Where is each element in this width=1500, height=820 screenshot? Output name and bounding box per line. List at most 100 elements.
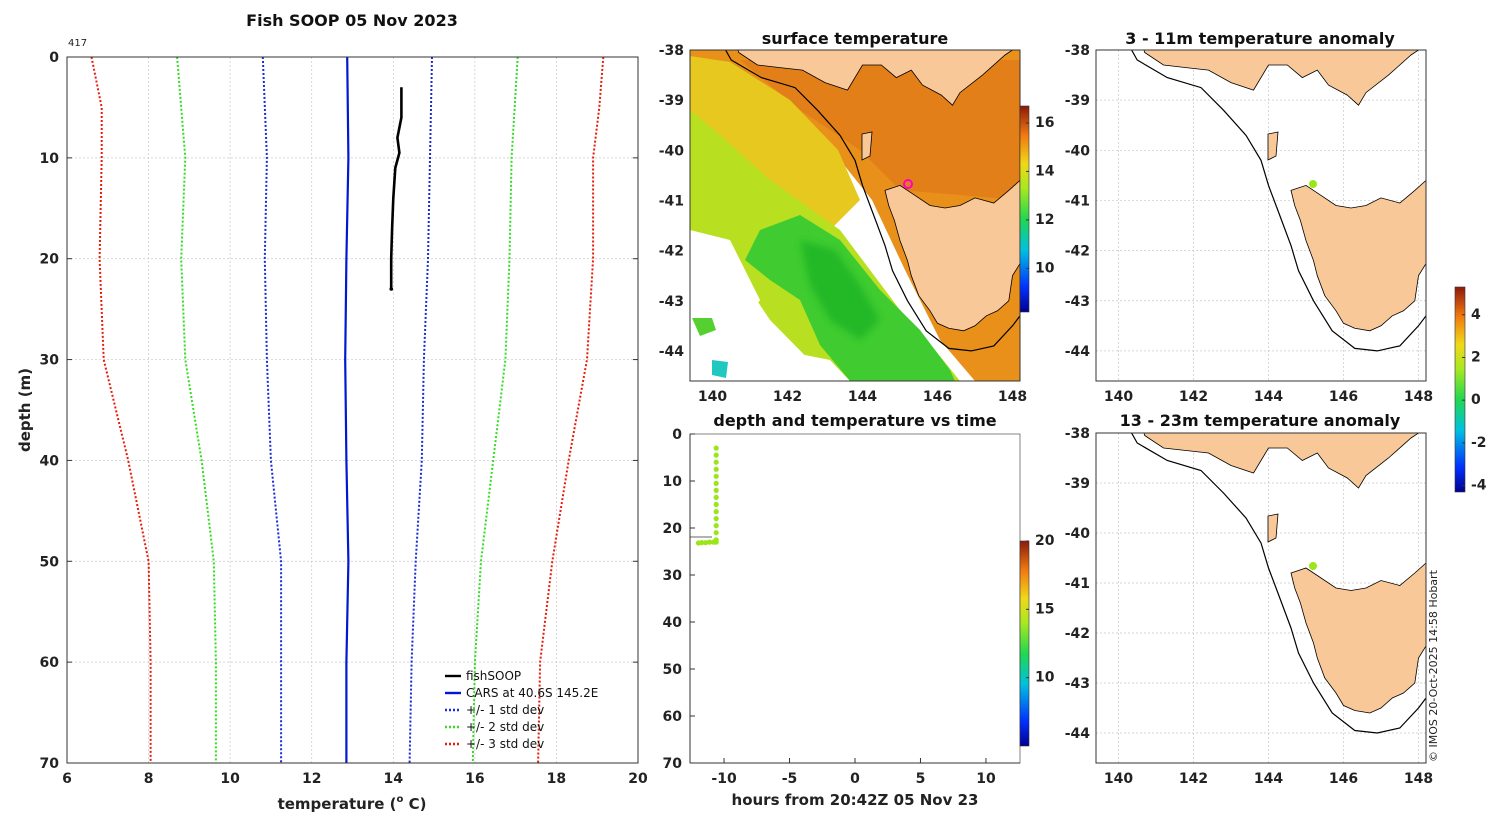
timeseries-point	[707, 539, 713, 545]
sst-xtick: 144	[848, 389, 877, 405]
profile-ytick: 10	[40, 151, 60, 167]
timeseries-xtick: -10	[711, 771, 737, 787]
anomaly-deep-ytick: -44	[1065, 726, 1091, 742]
profile-frame	[66, 56, 639, 764]
anomaly-deep-xtick: 144	[1254, 771, 1283, 787]
sst-xtick: 142	[773, 389, 802, 405]
sst-ytick: -44	[659, 344, 685, 360]
sst-gap-2	[690, 320, 850, 381]
anomaly-shallow-frame	[1095, 49, 1427, 382]
timeseries-ticks: -10 -5 0 5 10 0 10 20 30 40 50 60 70	[663, 427, 996, 787]
legend-fishsoop: fishSOOP	[466, 669, 521, 683]
legend-cars: CARS at 40.6S 145.2E	[466, 686, 598, 700]
anomaly-shallow-map	[1096, 50, 1426, 381]
sst-cool-core	[800, 240, 880, 340]
profile-series	[90, 56, 605, 764]
anomaly-deep-xtick: 142	[1179, 771, 1208, 787]
anomaly-shallow-xtick: 140	[1104, 389, 1133, 405]
anomaly-deep-ytick: -39	[1065, 476, 1090, 492]
colorbar-tick: 20	[1035, 533, 1055, 549]
legend-std3: +/- 3 std dev	[466, 737, 544, 751]
colorbar-tick: 10	[1035, 670, 1055, 686]
colorbar-tick: 2	[1471, 349, 1481, 365]
timeseries-points	[695, 445, 719, 546]
timeseries-colorbar-ticks: 10 15 20	[1026, 533, 1055, 686]
timeseries-ytick: 70	[663, 756, 683, 772]
profile-series-0	[389, 87, 403, 289]
colorbar-tick: 12	[1035, 212, 1054, 228]
sst-ticks: 140 142 144 146 148 -38 -39 -40 -41 -42 -43 -44	[659, 43, 1027, 405]
profile-series-7	[537, 56, 605, 764]
anomaly-shallow-xtick: 142	[1179, 389, 1208, 405]
anomaly-deep-ytick: -42	[1065, 626, 1090, 642]
timeseries-ytick: 30	[663, 568, 683, 584]
anomaly-deep-ytick: -38	[1065, 426, 1090, 442]
colorbar-tick: 14	[1035, 163, 1055, 179]
timeseries-grid	[690, 433, 987, 764]
timeseries-ytick: 10	[663, 474, 683, 490]
profile-xtick: 12	[302, 771, 321, 787]
sst-colorbar	[1019, 105, 1030, 313]
timeseries-point	[713, 494, 719, 500]
sst-title: surface temperature	[762, 29, 949, 48]
anomaly-deep-land	[1143, 433, 1426, 714]
timeseries-point	[713, 530, 719, 536]
sst-ytick: -42	[659, 244, 684, 260]
sst-gap-1	[690, 230, 760, 330]
profile-series-2	[261, 56, 283, 763]
profile-ylabel: depth (m)	[16, 368, 34, 452]
legend-std1: +/- 1 std dev	[466, 703, 544, 717]
anomaly-shallow-shelf	[1130, 50, 1426, 352]
anomaly-shallow-xtick: 146	[1329, 389, 1358, 405]
timeseries-xtick: 5	[916, 771, 926, 787]
timeseries-ytick: 40	[663, 615, 683, 631]
sst-shelf-contour	[724, 50, 1020, 352]
anomaly-deep-map	[1096, 433, 1426, 763]
sst-ytick: -40	[659, 143, 685, 159]
profile-id: 417	[68, 38, 87, 49]
timeseries-point	[713, 487, 719, 493]
timeseries-point	[703, 540, 709, 546]
anomaly-shallow-ytick: -41	[1065, 193, 1090, 209]
anomaly-shallow-xtick: 144	[1254, 389, 1283, 405]
timeseries-point	[713, 459, 719, 465]
profile-series-1	[344, 56, 350, 763]
timeseries-point	[713, 445, 719, 451]
anomaly-shallow-ytick: -40	[1065, 143, 1091, 159]
anomaly-shallow-king-island	[1267, 131, 1279, 161]
profile-ytick: 20	[40, 252, 60, 268]
timeseries-point	[713, 466, 719, 472]
sst-ytick: -38	[659, 43, 684, 59]
anomaly-deep-marker	[1309, 562, 1317, 570]
colorbar-tick: -4	[1471, 478, 1487, 494]
anomaly-deep-xtick: 146	[1329, 771, 1358, 787]
profile-grid	[66, 56, 639, 764]
anomaly-deep-ytick: -41	[1065, 576, 1090, 592]
timeseries-point	[711, 539, 717, 545]
profile-xtick: 14	[384, 771, 404, 787]
timeseries-ytick: 50	[663, 662, 683, 678]
profile-xtick: 20	[628, 771, 648, 787]
anomaly-deep-king-island	[1267, 513, 1279, 543]
anomaly-shallow-ytick: -43	[1065, 294, 1090, 310]
profile-ticks: 6 8 10 12 14 16 18 20 0 10 20 30 40 50 60 70	[40, 50, 648, 787]
timeseries-point	[695, 540, 702, 546]
anomaly-shallow-ytick: -38	[1065, 43, 1090, 59]
timeseries-ytick: 0	[672, 427, 682, 443]
colorbar-tick: 16	[1035, 115, 1054, 131]
profile-xtick: 8	[144, 771, 154, 787]
timeseries-xtick: 10	[976, 771, 996, 787]
anomaly-shallow-ytick: -39	[1065, 93, 1090, 109]
timeseries-title: depth and temperature vs time	[713, 411, 996, 430]
sst-xtick: 146	[923, 389, 952, 405]
profile-legend: fishSOOP CARS at 40.6S 145.2E +/- 1 std …	[445, 669, 598, 751]
anomaly-shallow-ytick: -42	[1065, 244, 1090, 260]
anomaly-shallow-xtick: 148	[1404, 389, 1433, 405]
timeseries-ytick: 60	[663, 709, 683, 725]
timeseries-colorbar	[1019, 540, 1030, 747]
profile-ytick: 60	[40, 655, 60, 671]
anomaly-shallow-ytick: -44	[1065, 344, 1091, 360]
timeseries-point	[713, 509, 719, 515]
profile-xtick: 16	[465, 771, 484, 787]
anomaly-deep-ticks: 140 142 144 146 148 -38 -39 -40 -41 -42 -43 -44	[1065, 426, 1433, 787]
